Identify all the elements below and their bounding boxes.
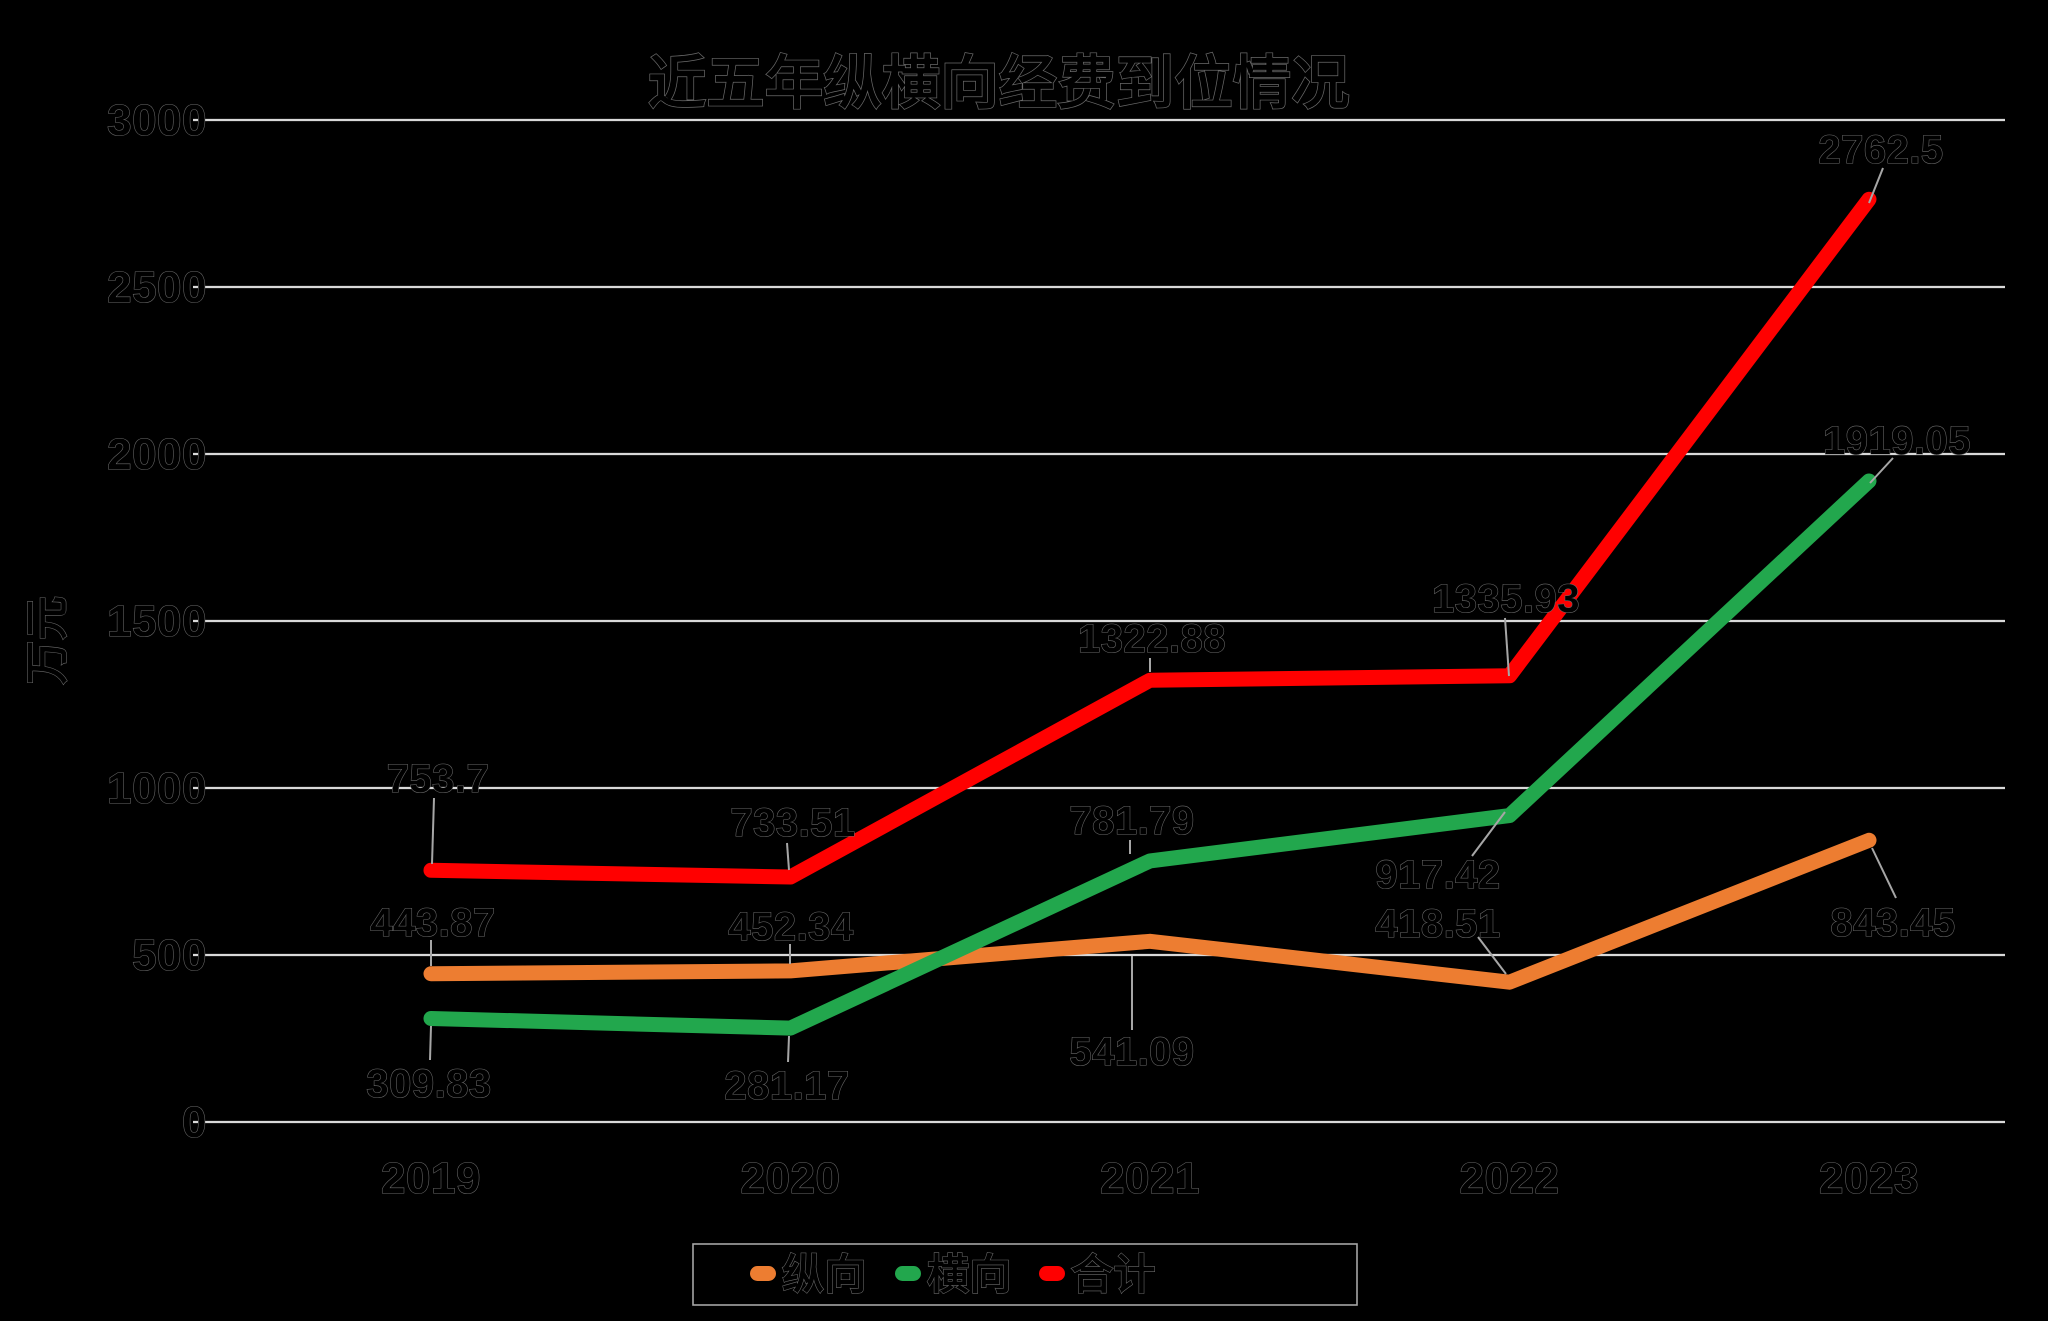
data-label: 1335.93 xyxy=(1432,577,1580,621)
data-label: 781.79 xyxy=(1069,799,1194,843)
series-lines xyxy=(423,191,1877,1036)
label-leader-line xyxy=(786,842,790,871)
data-label: 1919.05 xyxy=(1823,419,1971,463)
data-label: 753.7 xyxy=(387,757,490,801)
series-line-0 xyxy=(423,832,1877,990)
y-tick-label: 1000 xyxy=(107,764,207,813)
series-line-1 xyxy=(423,473,1877,1036)
gridlines xyxy=(193,118,2005,1124)
y-axis-labels: 0 500 1000 1500 2000 2500 3000 xyxy=(107,95,207,1147)
label-leader-line xyxy=(1869,457,1894,484)
y-tick-label: 500 xyxy=(132,931,207,980)
x-tick-label: 2022 xyxy=(1460,1154,1560,1203)
y-tick-label: 2000 xyxy=(107,430,207,479)
data-labels: 443.87 452.34 541.09 418.51 843.45 309.83 281.… xyxy=(366,127,1971,1108)
legend: 纵向 横向 合计 xyxy=(692,1243,1358,1306)
legend-border xyxy=(692,1243,1358,1306)
label-leader-line xyxy=(787,1035,790,1063)
data-label: 309.83 xyxy=(366,1062,491,1106)
label-leader-line xyxy=(1504,617,1510,677)
data-label: 541.09 xyxy=(1069,1030,1194,1074)
legend-label: 合计 xyxy=(1071,1251,1156,1298)
label-leader-line xyxy=(1871,847,1897,899)
y-tick-label: 0 xyxy=(182,1098,207,1147)
legend-marker xyxy=(895,1266,921,1281)
data-label: 917.42 xyxy=(1375,853,1500,897)
x-tick-label: 2020 xyxy=(741,1154,841,1203)
x-tick-label: 2023 xyxy=(1819,1154,1919,1203)
y-axis-title: 万元 xyxy=(23,596,72,685)
legend-marker xyxy=(1039,1266,1065,1281)
label-leader-line xyxy=(1471,811,1506,857)
x-tick-label: 2021 xyxy=(1100,1154,1200,1203)
data-label: 2762.5 xyxy=(1818,128,1943,172)
legend-label: 纵向 xyxy=(782,1251,867,1298)
data-label: 733.51 xyxy=(730,801,855,845)
data-label: 452.34 xyxy=(728,905,854,949)
label-leader-line xyxy=(431,797,435,865)
legend-label: 横向 xyxy=(927,1251,1012,1298)
y-tick-label: 1500 xyxy=(107,597,207,646)
leader-lines xyxy=(429,167,1897,1063)
data-label: 281.17 xyxy=(724,1064,849,1108)
data-label: 443.87 xyxy=(370,901,495,945)
legend-item-2: 合计 xyxy=(1039,1250,1156,1299)
legend-marker xyxy=(750,1266,776,1281)
label-leader-line xyxy=(1868,167,1884,204)
series-line-2 xyxy=(423,191,1877,885)
x-tick-label: 2019 xyxy=(381,1154,481,1203)
data-label: 843.45 xyxy=(1830,901,1955,945)
y-tick-label: 3000 xyxy=(107,96,207,145)
label-leader-line xyxy=(1477,936,1507,975)
legend-item-1: 横向 xyxy=(895,1250,1012,1299)
data-label: 418.51 xyxy=(1375,902,1500,946)
label-leader-line xyxy=(429,1025,432,1061)
legend-item-0: 纵向 xyxy=(750,1250,867,1299)
data-label: 1322.88 xyxy=(1078,617,1226,661)
y-tick-label: 2500 xyxy=(107,263,207,312)
chart-title: 近五年纵横向经费到位情况 xyxy=(648,51,1350,116)
x-axis-labels: 2019 2020 2021 2022 2023 xyxy=(381,1153,1919,1203)
